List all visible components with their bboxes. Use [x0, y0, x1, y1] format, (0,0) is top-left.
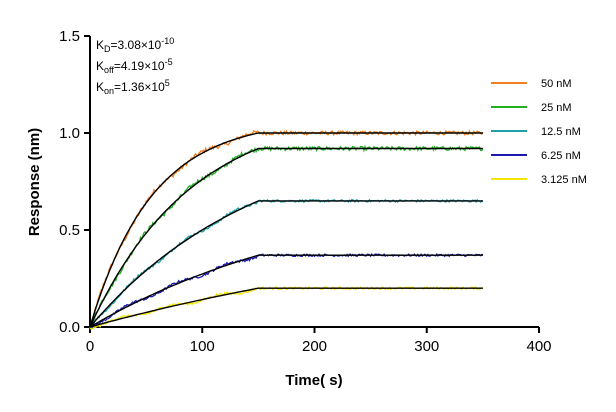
y-ticks: 0.0 0.5 1.0 1.5	[59, 28, 90, 336]
legend-label-6-25-nm: 6.25 nM	[541, 150, 581, 162]
fit-line-12-5-nm	[89, 200, 483, 328]
constant-kd-base: K	[96, 38, 104, 52]
series-line-6-25-nm	[89, 252, 484, 330]
legend-label-3-125-nm: 3.125 nM	[541, 174, 587, 186]
constant-koff-exp: -5	[165, 57, 173, 67]
x-tick-label: 400	[526, 338, 551, 355]
constant-kon-exp: 5	[165, 78, 170, 88]
y-tick-label: 1.0	[59, 125, 80, 142]
constant-kon-mantissa: =1.36×10	[114, 80, 165, 94]
constant-kon-sub: on	[104, 86, 114, 96]
fit-line-6-25-nm	[89, 254, 483, 328]
x-axis-title: Time( s)	[285, 372, 342, 389]
constant-kd-exp: -10	[161, 36, 174, 46]
fit-line-25-nm	[89, 147, 483, 328]
constant-koff-base: K	[96, 59, 104, 73]
constant-kd: KD=3.08×10-10	[96, 36, 174, 54]
fit-curves	[89, 132, 483, 328]
y-tick-label: 0.5	[59, 222, 80, 239]
fit-line-3-125-nm	[89, 287, 483, 328]
legend-label-50-nm: 50 nM	[541, 78, 572, 90]
fit-line-50-nm	[89, 132, 483, 328]
constant-koff: Koff=4.19×10-5	[96, 57, 173, 75]
y-axis-title: Response (nm)	[26, 128, 43, 236]
y-tick-label: 0.0	[59, 319, 80, 336]
x-tick-label: 100	[190, 338, 215, 355]
legend-label-12-5-nm: 12.5 nM	[541, 126, 581, 138]
x-tick-label: 200	[302, 338, 327, 355]
x-tick-label: 300	[414, 338, 439, 355]
constant-koff-mantissa: =4.19×10	[114, 59, 165, 73]
constant-kd-sub: D	[104, 44, 111, 54]
series-line-25-nm	[89, 144, 484, 330]
x-tick-label: 0	[86, 338, 94, 355]
series-line-3-125-nm	[89, 285, 484, 330]
y-tick-label: 1.5	[59, 28, 80, 45]
constant-kd-mantissa: =3.08×10	[111, 38, 162, 52]
x-ticks: 0 100 200 300 400	[86, 327, 552, 355]
legend: 50 nM 25 nM 12.5 nM 6.25 nM 3.125 nM	[491, 78, 587, 186]
constant-koff-sub: off	[104, 65, 114, 75]
constant-kon: Kon=1.36×105	[96, 78, 170, 96]
constant-kon-base: K	[96, 80, 104, 94]
series-line-12-5-nm	[89, 198, 484, 330]
legend-label-25-nm: 25 nM	[541, 102, 572, 114]
